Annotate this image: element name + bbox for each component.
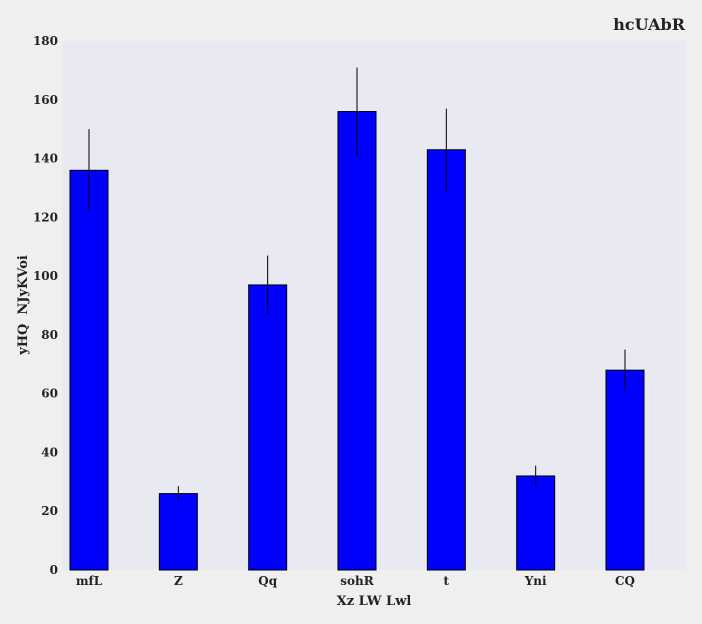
- x-tick-label: Qq: [258, 574, 277, 588]
- y-axis-title: yHQ NJyKVoi: [16, 255, 31, 356]
- y-tick-label: 140: [33, 152, 58, 166]
- y-tick-label: 40: [41, 445, 58, 459]
- y-tick-label: 60: [41, 387, 58, 401]
- bar-Yni: [516, 475, 556, 571]
- y-tick-labels: 0 20 40 60 80 100 120 140 160 180: [33, 34, 58, 577]
- y-tick-label: 120: [33, 210, 58, 224]
- y-tick-label: 180: [33, 34, 58, 48]
- chart-title: hcUAbR: [613, 15, 685, 34]
- bar-mfL: [69, 169, 109, 571]
- x-tick-label: Yni: [524, 574, 547, 588]
- error-bars-layer: [88, 67, 626, 501]
- bar-Z: [158, 493, 198, 571]
- bar-t: [426, 149, 466, 571]
- x-tick-label: CQ: [615, 574, 635, 588]
- bar-Qq: [248, 284, 288, 571]
- x-tick-label: mfL: [76, 574, 103, 588]
- x-tick-label: t: [444, 574, 450, 588]
- bars-layer: [69, 111, 645, 571]
- y-tick-label: 100: [33, 269, 58, 283]
- x-tick-label: sohR: [340, 574, 374, 588]
- x-tick-label: Z: [174, 574, 183, 588]
- y-tick-label: 0: [50, 563, 58, 577]
- bar-sohR: [337, 111, 377, 571]
- bar-CQ: [605, 369, 645, 571]
- x-tick-labels: mfL Z Qq sohR t Yni CQ: [76, 574, 635, 588]
- y-tick-label: 20: [41, 504, 58, 518]
- x-axis-title: Xz LW Lwl: [337, 594, 412, 609]
- y-tick-label: 80: [41, 328, 58, 342]
- y-tick-label: 160: [33, 93, 58, 107]
